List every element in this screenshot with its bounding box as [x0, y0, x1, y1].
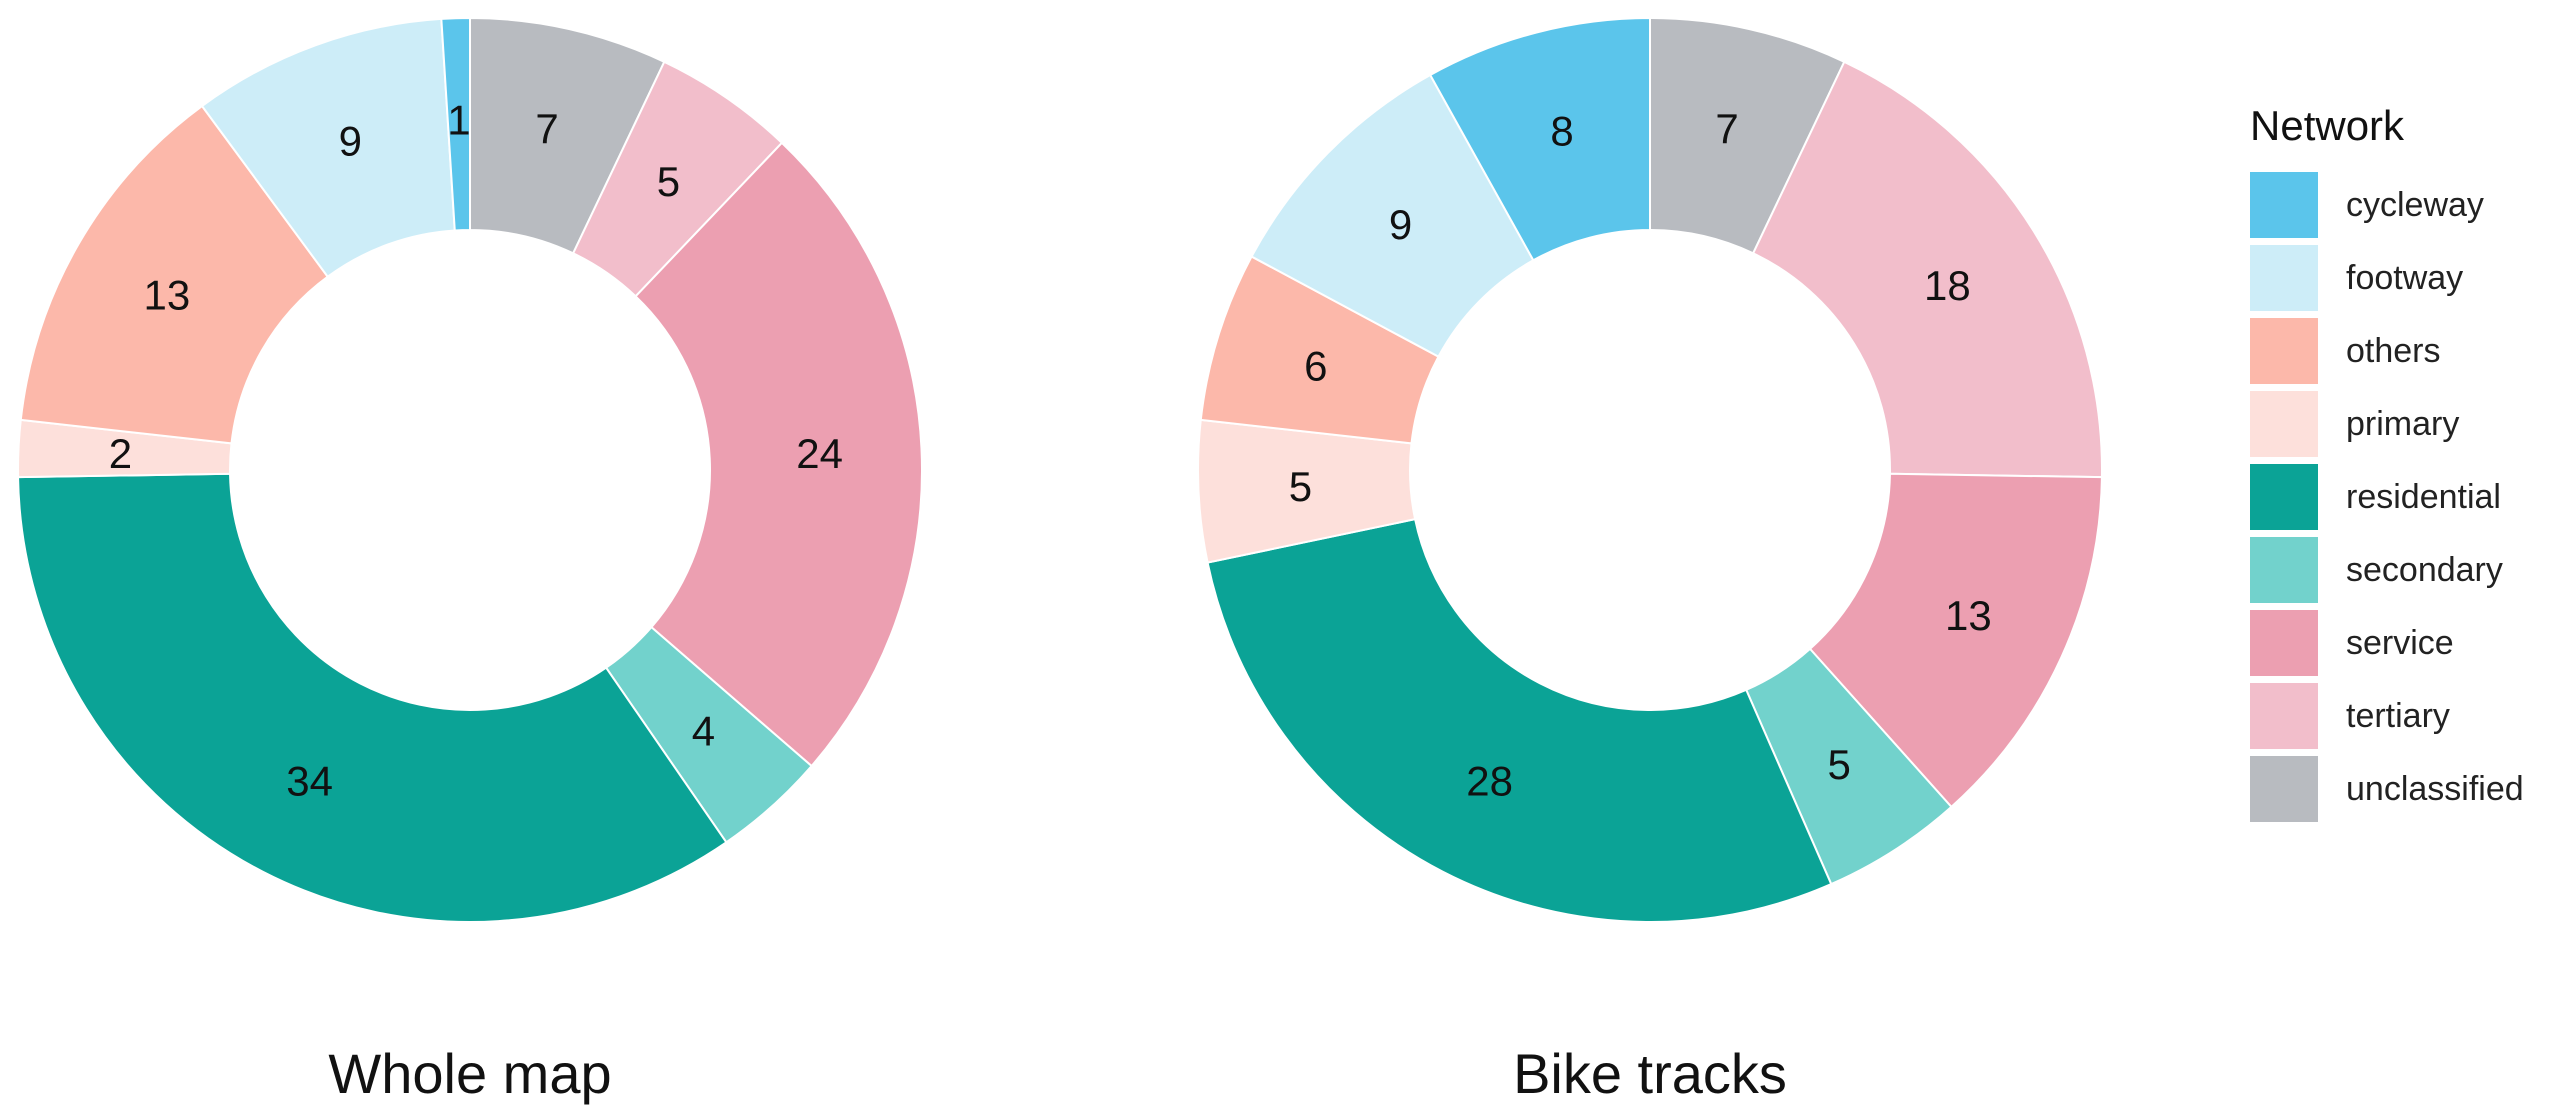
legend-items: cycleway footway others primary residential s… — [2250, 172, 2524, 822]
legend-label-unclassified: unclassified — [2346, 770, 2524, 808]
donut-slice-residential — [17, 472, 728, 923]
legend-title: Network — [2250, 102, 2405, 149]
slice-label-tertiary: 5 — [657, 158, 680, 205]
donut-slice-cycleway — [440, 16, 471, 232]
slice-label-cycleway: 8 — [1550, 108, 1573, 155]
slice-label-others: 6 — [1304, 343, 1327, 390]
slice-label-unclassified: 7 — [535, 105, 558, 152]
legend-swatch-secondary — [2250, 537, 2318, 603]
chart-title-bike-tracks: Bike tracks — [1513, 1042, 1787, 1105]
legend-label-primary: primary — [2346, 405, 2459, 443]
legend-label-residential: residential — [2346, 478, 2501, 516]
legend-label-cycleway: cycleway — [2346, 186, 2484, 224]
legend-label-tertiary: tertiary — [2346, 697, 2450, 735]
legend-swatch-service — [2250, 610, 2318, 676]
donut-slice-service — [634, 141, 923, 768]
donut-slice-cycleway — [1428, 16, 1651, 262]
slice-label-primary: 2 — [109, 430, 132, 477]
legend-swatch-residential — [2250, 464, 2318, 530]
legend-swatch-primary — [2250, 391, 2318, 457]
legend: Network cycleway footway others primary resi… — [2250, 102, 2524, 822]
slice-label-residential: 34 — [286, 758, 333, 805]
donut-slice-tertiary — [1751, 60, 2103, 479]
legend-label-service: service — [2346, 624, 2454, 662]
donut-chart-whole-map: 7 5 24 4 34 2 13 9 1 — [17, 16, 923, 923]
slice-label-secondary: 5 — [1828, 741, 1851, 788]
slice-label-unclassified: 7 — [1715, 105, 1738, 152]
donut-slice-others — [19, 104, 330, 445]
slice-label-service: 13 — [1945, 592, 1992, 639]
donut-slice-service — [1808, 472, 2103, 809]
slice-label-footway: 9 — [1389, 201, 1412, 248]
slice-label-service: 24 — [796, 430, 843, 477]
slice-label-cycleway: 1 — [447, 97, 470, 144]
legend-swatch-cycleway — [2250, 172, 2318, 238]
slice-label-tertiary: 18 — [1924, 262, 1971, 309]
legend-label-footway: footway — [2346, 259, 2463, 297]
chart-title-whole-map: Whole map — [328, 1042, 611, 1105]
legend-swatch-others — [2250, 318, 2318, 384]
legend-swatch-unclassified — [2250, 756, 2318, 822]
donut-slice-residential — [1206, 517, 1833, 923]
legend-label-secondary: secondary — [2346, 551, 2503, 589]
donut-chart-bike-tracks: 7 18 13 5 28 5 6 9 8 — [1197, 16, 2103, 923]
legend-swatch-tertiary — [2250, 683, 2318, 749]
slice-label-others: 13 — [144, 272, 191, 319]
slice-label-footway: 9 — [339, 118, 362, 165]
legend-swatch-footway — [2250, 245, 2318, 311]
slice-label-primary: 5 — [1289, 463, 1312, 510]
slice-label-secondary: 4 — [692, 707, 715, 754]
slice-label-residential: 28 — [1466, 758, 1513, 805]
legend-label-others: others — [2346, 332, 2441, 370]
